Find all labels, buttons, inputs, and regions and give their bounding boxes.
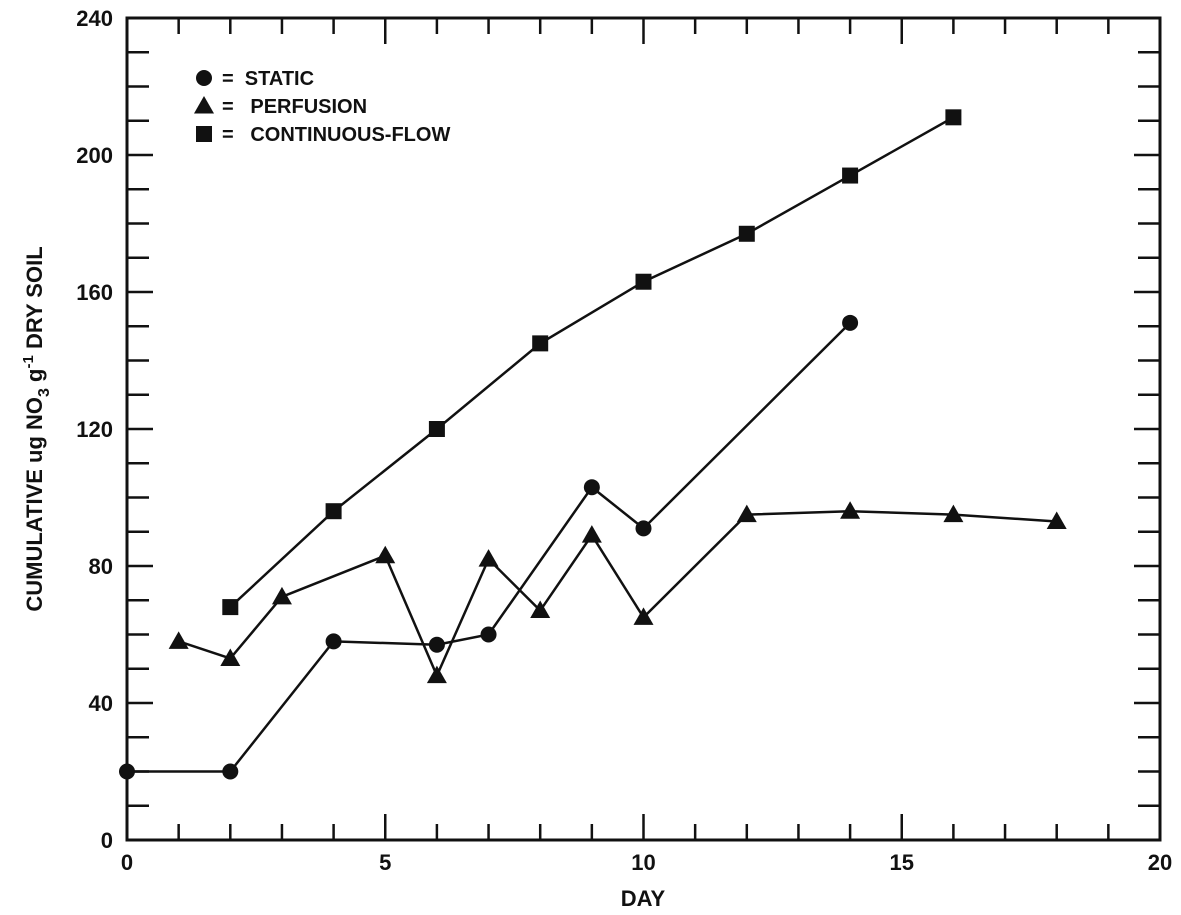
x-tick-label: 20: [1148, 850, 1172, 875]
data-point-triangle: [220, 648, 241, 666]
series-line: [127, 321, 851, 773]
data-point-square: [635, 273, 652, 290]
series-continuous-flow: [222, 109, 962, 616]
x-axis-title: DAY: [621, 886, 666, 911]
data-point-triangle: [1046, 511, 1067, 529]
data-point-circle: [842, 314, 859, 331]
y-tick-label: 80: [89, 554, 113, 579]
data-point-square: [945, 109, 962, 126]
data-point-circle: [635, 520, 652, 537]
y-axis-title-suffix: DRY SOIL: [22, 246, 47, 355]
data-point-circle: [583, 479, 600, 496]
y-axis-title: CUMULATIVE ug NO3 g-1 DRY SOIL: [20, 246, 53, 611]
y-tick-label: 200: [76, 143, 113, 168]
data-point-square: [428, 421, 445, 437]
y-tick-label: 40: [89, 691, 113, 716]
data-point-triangle: [478, 549, 499, 567]
data-point-square: [842, 167, 859, 184]
series-static: [119, 314, 859, 780]
series-perfusion: [168, 501, 1067, 684]
y-tick-label: 120: [76, 417, 113, 442]
legend-label: = PERFUSION: [222, 96, 367, 118]
y-tick-label: 240: [76, 6, 113, 31]
x-tick-label: 5: [379, 850, 391, 875]
data-point-circle: [325, 633, 342, 650]
data-point-triangle: [633, 607, 654, 625]
y-axis-title-prefix: CUMULATIVE ug NO: [22, 397, 47, 612]
data-point-circle: [222, 763, 239, 780]
data-point-circle: [196, 70, 212, 86]
data-point-triangle: [168, 631, 189, 649]
x-tick-label: 10: [631, 850, 655, 875]
legend: = STATIC = PERFUSION = CONTINUOUS-FLOW: [194, 68, 450, 146]
series-line: [178, 509, 1057, 679]
data-point-triangle: [426, 665, 447, 684]
legend-label: = CONTINUOUS-FLOW: [222, 124, 450, 146]
series-line: [229, 116, 955, 609]
data-point-circle: [428, 636, 445, 653]
legend-label: = STATIC: [222, 68, 314, 90]
x-tick-label: 0: [121, 850, 133, 875]
data-point-square: [738, 225, 755, 242]
data-point-triangle: [375, 545, 396, 564]
data-point-triangle: [530, 600, 551, 619]
data-point-square: [325, 503, 342, 520]
y-axis-title-mid: g: [22, 368, 47, 388]
data-point-square: [222, 599, 239, 616]
data-point-square: [196, 126, 212, 142]
data-point-triangle: [840, 501, 861, 519]
data-point-square: [532, 335, 549, 352]
y-tick-label: 0: [101, 828, 113, 853]
data-point-triangle: [736, 504, 757, 523]
series-layer: [119, 109, 1067, 780]
data-point-triangle: [581, 525, 602, 543]
data-point-triangle: [943, 504, 964, 523]
y-axis-title-sub: 3: [36, 388, 53, 397]
y-tick-label: 160: [76, 280, 113, 305]
data-point-circle: [480, 626, 497, 643]
data-point-circle: [119, 763, 135, 780]
axis-ticks: [125, 16, 1162, 842]
data-point-triangle: [271, 586, 292, 605]
data-point-triangle: [194, 96, 214, 114]
y-axis-title-sup: -1: [20, 355, 37, 368]
x-tick-label: 15: [890, 850, 914, 875]
